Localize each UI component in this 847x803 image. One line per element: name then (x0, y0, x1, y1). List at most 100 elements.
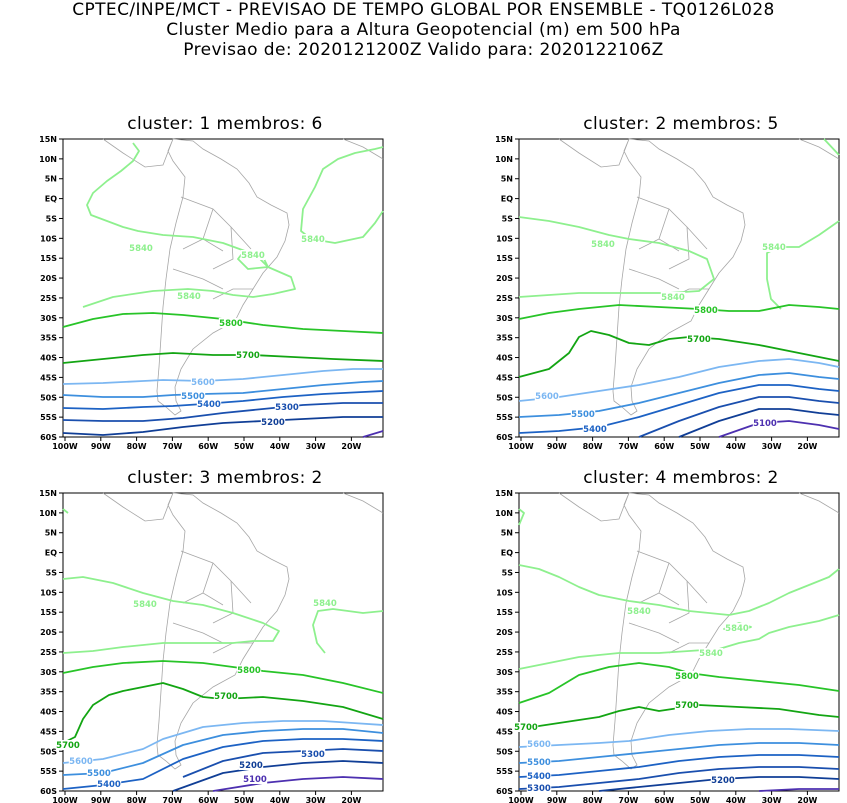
isoline-5800 (518, 662, 840, 704)
isoline-5100 (758, 788, 839, 792)
isoline-label: 5840 (313, 599, 337, 609)
lat-tick-label: 50S (496, 747, 513, 756)
isoline-5300 (182, 748, 384, 778)
isoline-5500 (62, 728, 384, 776)
lon-tick-label: 50W (690, 442, 710, 451)
lat-tick-label: 5N (501, 175, 513, 184)
map-panel-2: 15N 10N 5N EQ 5S 10S 15S 20S 25S 30S 35S 40S 45S 50S 5… (495, 135, 840, 451)
isoline-label-bg (526, 739, 552, 749)
isoline-5400 (518, 754, 840, 778)
map-frame (518, 492, 840, 792)
lon-tick-label: 50W (234, 796, 254, 803)
lat-tick-label: 20S (40, 628, 57, 637)
isoline-label-bg (96, 779, 122, 789)
isoline-label: 5200 (239, 761, 263, 771)
panel-title-4: cluster: 4 membros: 2 (583, 468, 779, 488)
lon-tick-label: 90W (91, 796, 111, 803)
lat-tick-label: 35S (496, 688, 513, 697)
isoline-5300 (638, 396, 840, 438)
lat-tick-label: 30S (40, 668, 57, 677)
lat-tick-label: 25S (496, 294, 513, 303)
isoline-label: 5400 (527, 772, 551, 782)
lon-tick-label: 40W (270, 442, 290, 451)
lon-tick-label: 80W (127, 442, 147, 451)
lat-tick-label: 50S (496, 393, 513, 402)
lat-tick-label: 10N (39, 509, 57, 518)
isoline-label-bg (761, 242, 787, 252)
isoline-label: 5840 (129, 244, 153, 254)
isoline-label: 5100 (243, 775, 267, 785)
coastline-outline (558, 138, 840, 416)
isoline-5840 (62, 508, 69, 514)
lat-tick-label: 35S (496, 334, 513, 343)
lon-tick-label: 80W (583, 796, 603, 803)
isoline-label-bg (698, 648, 724, 658)
isoline-label-bg (674, 700, 700, 710)
lon-tick-label: 60W (654, 442, 674, 451)
isoline-label: 5100 (753, 419, 777, 429)
isoline-5200 (172, 760, 384, 792)
lat-tick-label: 5S (502, 214, 514, 223)
lon-tick-label: 90W (547, 796, 567, 803)
isoline-5300 (518, 766, 840, 790)
isoline-5200 (678, 408, 840, 438)
isoline-label: 5500 (87, 769, 111, 779)
isoline-label: 5840 (762, 243, 786, 253)
lat-tick-label: 10N (495, 155, 513, 164)
lat-tick-label: 15S (496, 254, 513, 263)
lat-tick-label: 10S (496, 234, 513, 243)
isoline-5840 (518, 508, 525, 526)
isoline-label-bg (236, 665, 262, 675)
lon-tick-label: 100W (52, 442, 78, 451)
isoline-label-bg (68, 756, 94, 766)
isoline-label-bg (752, 418, 778, 428)
panel-title-1: cluster: 1 membros: 6 (127, 114, 323, 134)
isoline-label: 5840 (177, 292, 201, 302)
lon-tick-label: 20W (797, 796, 817, 803)
isoline-5700 (62, 682, 384, 744)
isoline-label-bg (724, 623, 750, 633)
lon-tick-label: 70W (618, 442, 638, 451)
lat-tick-label: 20S (496, 274, 513, 283)
lat-tick-label: 20S (40, 274, 57, 283)
isoline-label: 5840 (301, 235, 325, 245)
isoline-label: 5600 (535, 392, 559, 402)
isoline-5840 (312, 608, 384, 654)
lon-tick-label: 30W (762, 442, 782, 451)
isoline-label-bg (190, 377, 216, 387)
isoline-label-bg (590, 239, 616, 249)
isoline-label-bg (534, 391, 560, 401)
isoline-label-bg (570, 409, 596, 419)
lat-tick-label: 15S (40, 608, 57, 617)
panel-title-3: cluster: 3 membros: 2 (127, 468, 323, 488)
isoline-label-bg (660, 292, 686, 302)
map-frame (62, 138, 384, 438)
isoline-label: 5300 (301, 750, 325, 760)
lat-tick-label: 35S (40, 334, 57, 343)
lat-tick-label: EQ (45, 549, 57, 558)
isoline-5840 (62, 576, 280, 654)
lat-tick-label: EQ (501, 549, 513, 558)
coastline-outline (102, 492, 384, 770)
lat-tick-label: 15N (39, 135, 57, 144)
lon-tick-label: 60W (198, 442, 218, 451)
lat-tick-label: 60S (496, 433, 513, 442)
isoline-label-bg (86, 768, 112, 778)
isoline-label-bg (526, 783, 552, 793)
isoline-5400 (62, 390, 384, 410)
isoline-5840 (300, 146, 384, 244)
isoline-label: 5800 (237, 666, 261, 676)
lon-tick-label: 100W (52, 796, 78, 803)
isoline-5300 (62, 402, 383, 422)
lat-tick-label: 40S (496, 708, 513, 717)
lat-tick-label: 15N (495, 135, 513, 144)
lon-tick-label: 40W (726, 796, 746, 803)
lat-tick-label: 15N (495, 489, 513, 498)
lat-tick-label: 5N (45, 175, 57, 184)
lon-tick-label: 70W (618, 796, 638, 803)
isoline-label: 5840 (725, 624, 749, 634)
header-line-2: Cluster Medio para a Altura Geopotencial… (166, 20, 681, 40)
isoline-label-bg (242, 774, 268, 784)
isoline-label: 5400 (197, 400, 221, 410)
isoline-label: 5840 (699, 649, 723, 659)
